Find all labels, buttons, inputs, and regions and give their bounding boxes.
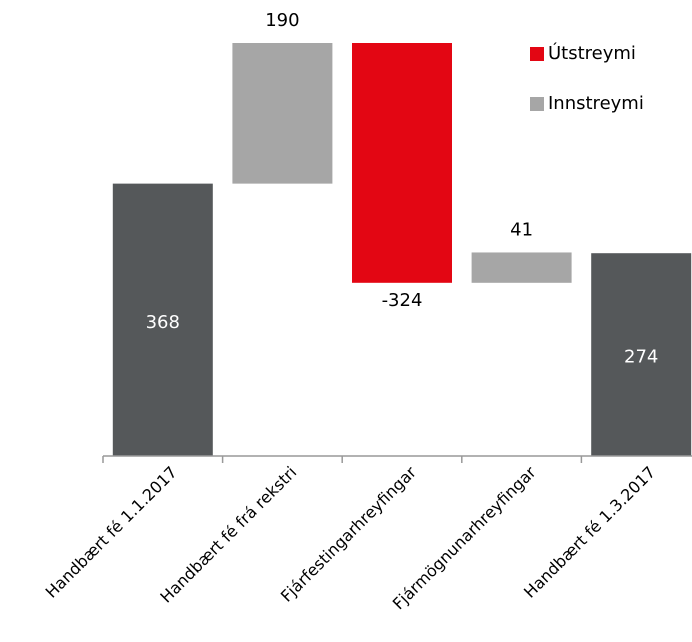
x-tick-label: Handbært fé 1.1.2017	[42, 463, 181, 602]
value-label: 274	[624, 347, 658, 368]
value-label: 41	[510, 219, 533, 240]
x-tick-label: Handbært fé frá rekstri	[156, 463, 300, 607]
legend-label: Innstreymi	[548, 93, 644, 114]
x-tick-label: Fjárfestingarhreyfingar	[277, 462, 420, 605]
value-label: 190	[265, 10, 299, 31]
legend-swatch	[530, 97, 544, 111]
legend-label: Útstreymi	[548, 42, 636, 64]
legend-swatch	[530, 47, 544, 61]
x-tick-label: Fjármögnunarhreyfingar	[389, 462, 540, 613]
bar	[232, 43, 333, 184]
bar	[112, 183, 213, 456]
bar	[591, 253, 692, 456]
bar	[352, 43, 452, 283]
value-label: 368	[146, 312, 180, 333]
value-label: -324	[382, 290, 423, 311]
x-tick-label: Handbært fé 1.3.2017	[520, 463, 659, 602]
bar	[471, 252, 572, 283]
